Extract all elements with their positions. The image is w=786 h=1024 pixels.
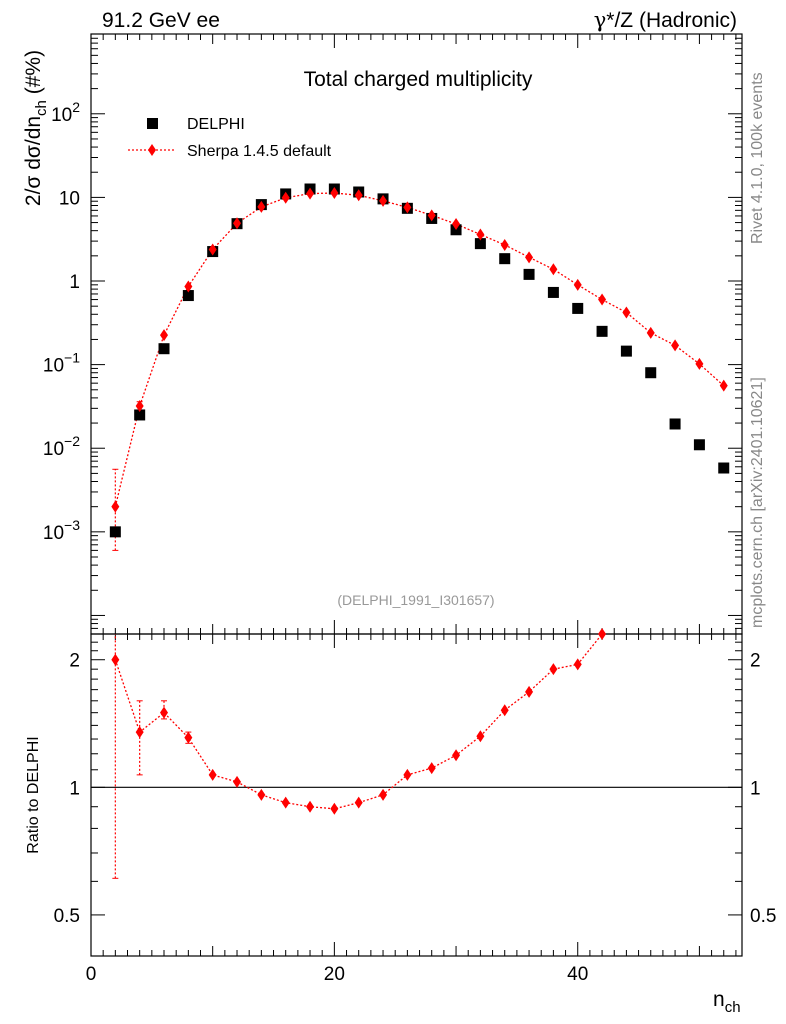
sherpa-point xyxy=(306,187,315,200)
sherpa-point xyxy=(354,189,363,202)
sherpa-point xyxy=(622,306,631,319)
sherpa-point xyxy=(573,278,582,291)
y-tick-label: 10 xyxy=(59,188,80,209)
delphi-point xyxy=(474,238,486,250)
rivet-version-label: Rivet 4.1.0, 100k events xyxy=(749,72,766,244)
sherpa-point xyxy=(330,186,339,199)
delphi-point xyxy=(109,526,121,538)
sherpa-point xyxy=(403,201,412,214)
ratio-point xyxy=(354,796,363,809)
sherpa-point xyxy=(719,379,728,392)
ratio-point xyxy=(379,788,388,801)
sherpa-point xyxy=(525,251,534,264)
delphi-point xyxy=(134,409,146,421)
analysis-id-label: (DELPHI_1991_I301657) xyxy=(337,592,494,608)
ratio-y-axis-label: Ratio to DELPHI xyxy=(25,736,42,853)
ratio-point xyxy=(476,730,485,743)
ratio-point xyxy=(135,726,144,739)
x-tick-label: 0 xyxy=(86,964,97,985)
ratio-point xyxy=(281,796,290,809)
sherpa-point xyxy=(476,228,485,241)
legend-delphi-label: DELPHI xyxy=(187,116,245,133)
sherpa-point xyxy=(549,263,558,276)
legend: DELPHI Sherpa 1.4.5 default xyxy=(128,116,332,160)
delphi-point xyxy=(523,268,535,280)
sherpa-point xyxy=(646,326,655,339)
delphi-point xyxy=(620,345,632,357)
ratio-point xyxy=(500,704,509,717)
ratio-y-tick-label-right: 2 xyxy=(750,651,761,672)
ratio-plot-frame xyxy=(90,633,743,957)
ratio-point xyxy=(208,768,217,781)
ratio-point xyxy=(330,802,339,815)
y-tick-label: 1 xyxy=(69,272,80,293)
main-axis-ticks: 10−3 10−2 10−1 1 10 102 xyxy=(43,33,742,648)
x-axis-label: nch xyxy=(713,988,741,1016)
delphi-point xyxy=(693,439,705,451)
delphi-point xyxy=(572,302,584,314)
y-tick-label: 10−1 xyxy=(43,350,80,377)
ratio-point xyxy=(525,685,534,698)
sherpa-point xyxy=(452,218,461,231)
legend-sherpa-label: Sherpa 1.4.5 default xyxy=(187,143,332,160)
x-tick-label: 20 xyxy=(324,964,345,985)
ratio-point xyxy=(111,653,120,666)
main-y-axis-label: 2/σ dσ/dnch (#%) xyxy=(22,50,50,206)
delphi-point xyxy=(718,462,730,474)
delphi-point xyxy=(669,418,681,430)
delphi-point xyxy=(596,325,608,337)
ratio-point xyxy=(598,628,607,640)
legend-sherpa-marker xyxy=(148,144,156,156)
sherpa-line xyxy=(114,192,725,507)
delphi-point xyxy=(645,367,657,379)
ratio-point xyxy=(403,768,412,781)
y-tick-label: 10−3 xyxy=(43,517,80,544)
mcplots-reference-label: mcplots.cern.ch [arXiv:2401.10621] xyxy=(749,377,766,628)
ratio-y-tick-label-right: 0.5 xyxy=(750,906,776,927)
ratio-y-tick-label-right: 1 xyxy=(750,778,761,799)
ratio-axis-ticks: 0 20 40 0.5 0.5 1 1 2 2 xyxy=(54,633,776,985)
ratio-point xyxy=(427,762,436,775)
sherpa-point xyxy=(671,339,680,352)
delphi-point xyxy=(499,253,511,265)
ratio-data-layer xyxy=(111,628,607,879)
header-right: γ*/Z (Hadronic) xyxy=(594,8,737,32)
sherpa-point xyxy=(135,399,144,412)
sherpa-point xyxy=(598,293,607,306)
sherpa-point xyxy=(257,200,266,213)
sherpa-point xyxy=(111,500,120,513)
sherpa-point xyxy=(184,280,193,293)
ratio-point xyxy=(549,663,558,676)
plot-title: Total charged multiplicity xyxy=(304,68,533,91)
sherpa-point xyxy=(208,243,217,256)
ratio-y-tick-label: 0.5 xyxy=(54,906,80,927)
y-tick-label: 102 xyxy=(51,99,80,126)
delphi-point xyxy=(547,286,559,298)
legend-delphi-marker xyxy=(147,118,158,129)
sherpa-point xyxy=(500,238,509,251)
ratio-point xyxy=(160,706,169,719)
sherpa-point xyxy=(281,191,290,204)
delphi-point xyxy=(182,290,194,302)
sherpa-point xyxy=(379,194,388,207)
sherpa-point xyxy=(160,329,169,342)
ratio-point xyxy=(573,658,582,671)
ratio-y-tick-label: 1 xyxy=(69,778,80,799)
header-left: 91.2 GeV ee xyxy=(102,9,220,32)
ratio-point xyxy=(257,788,266,801)
ratio-line xyxy=(114,633,603,810)
sherpa-point xyxy=(233,217,242,230)
ratio-y-tick-label: 2 xyxy=(69,651,80,672)
ratio-point xyxy=(452,749,461,762)
y-tick-label: 10−2 xyxy=(43,433,80,460)
ratio-point xyxy=(184,731,193,744)
x-tick-label: 40 xyxy=(567,964,588,985)
sherpa-point xyxy=(427,209,436,222)
sherpa-point xyxy=(695,357,704,370)
main-data-layer xyxy=(109,183,730,551)
ratio-point xyxy=(306,800,315,813)
ratio-point xyxy=(233,775,242,788)
delphi-point xyxy=(158,343,170,355)
